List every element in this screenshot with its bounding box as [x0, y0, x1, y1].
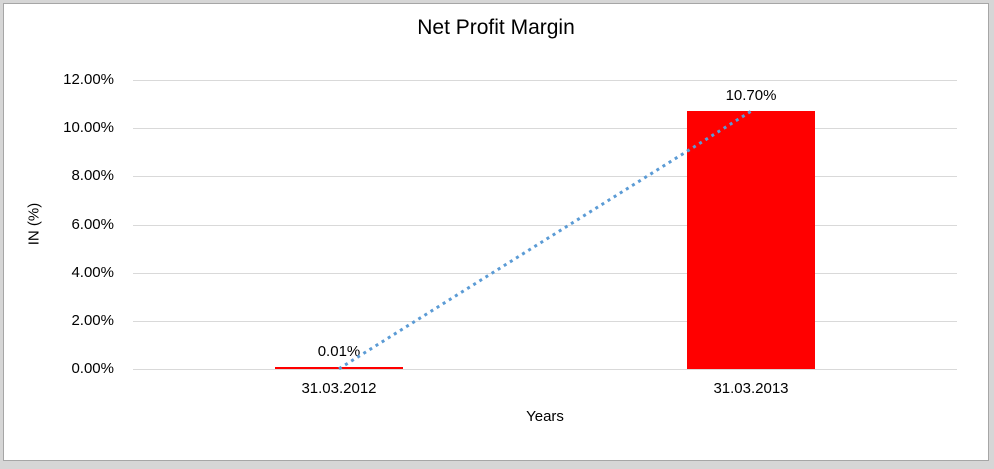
x-tick-label: 31.03.2012 — [301, 380, 377, 397]
y-tick-label: 2.00% — [71, 312, 114, 329]
plot-area: 0.01% 10.70% — [133, 80, 957, 371]
y-tick-label: 6.00% — [71, 216, 114, 233]
gridline — [133, 321, 957, 322]
y-tick-label: 0.00% — [71, 360, 114, 377]
y-tick-label: 10.00% — [63, 119, 114, 136]
data-label: 0.01% — [317, 343, 361, 360]
gridline — [133, 176, 957, 177]
gridline — [133, 128, 957, 129]
gridline — [133, 80, 957, 81]
y-tick-label: 8.00% — [71, 167, 114, 184]
chart-frame: Net Profit Margin IN (%) 0.01% 10.70% 0.0… — [3, 3, 989, 461]
y-tick-label: 12.00% — [63, 71, 114, 88]
gridline — [133, 273, 957, 274]
x-axis-title: Years — [526, 408, 564, 425]
gridline — [133, 225, 957, 226]
trendline — [338, 110, 752, 371]
gridline — [133, 369, 957, 370]
bar — [687, 111, 815, 369]
x-tick-label: 31.03.2013 — [713, 380, 789, 397]
chart-title: Net Profit Margin — [417, 16, 575, 39]
y-tick-label: 4.00% — [71, 264, 114, 281]
data-label: 10.70% — [725, 87, 777, 104]
